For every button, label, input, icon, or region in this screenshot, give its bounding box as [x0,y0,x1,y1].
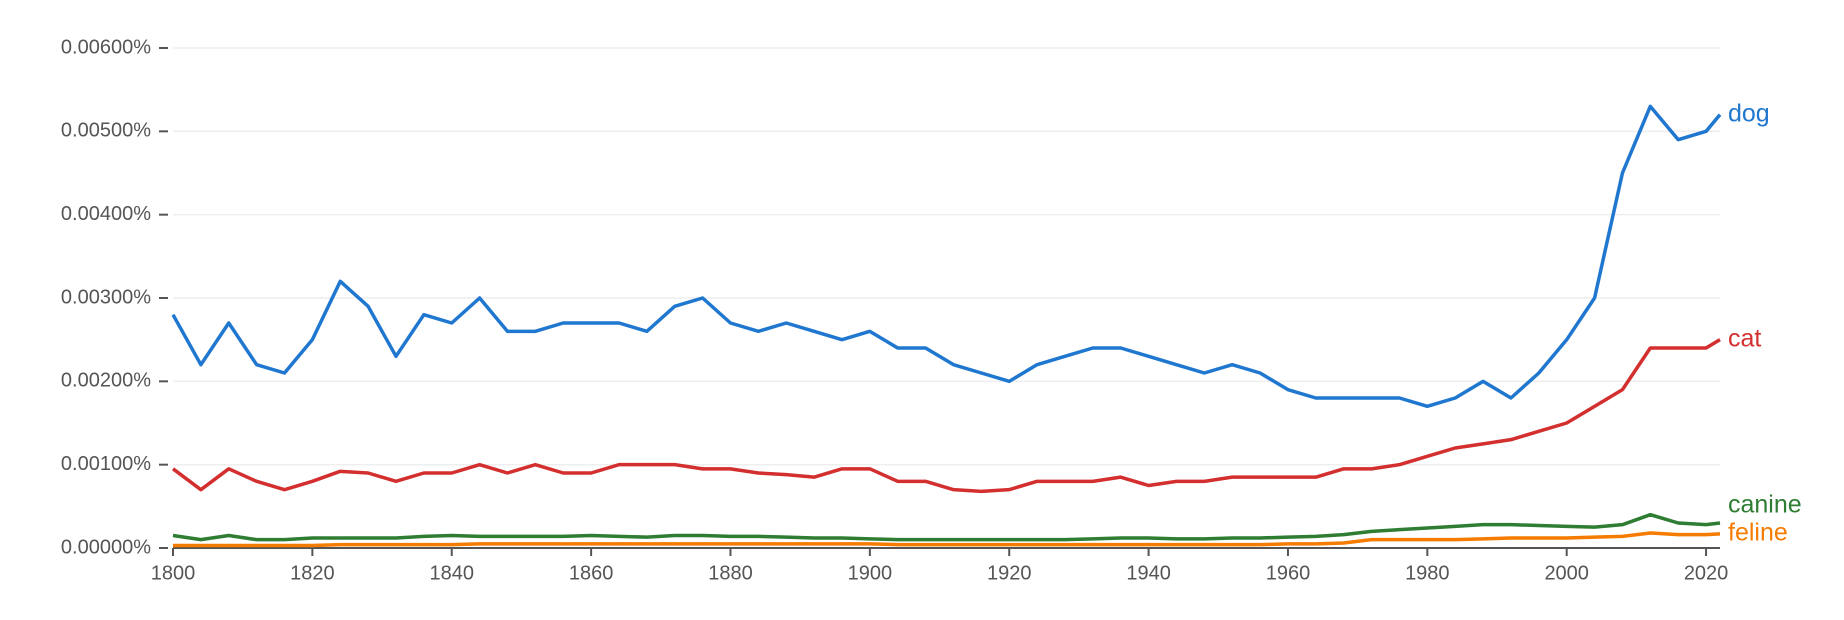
x-tick-label: 1880 [708,562,753,584]
x-tick-label: 1800 [151,562,196,584]
y-tick-label: 0.00200% [61,370,151,392]
series-label: feline [1728,518,1788,546]
series-line [173,531,1721,548]
x-tick-label: 2000 [1544,562,1589,584]
y-tick-label: 0.00000% [61,536,151,558]
series-label: cat [1728,324,1761,352]
x-tick-label: 1940 [1126,562,1171,584]
y-tick-label: 0.00400% [61,203,151,225]
series-line [171,338,1721,494]
series-label: canine [1728,490,1802,518]
y-tick-label: 0.00500% [61,120,151,142]
x-tick-label: 1840 [429,562,474,584]
series-line [171,104,1722,409]
x-tick-label: 1920 [987,562,1032,584]
x-tick-label: 1860 [569,562,614,584]
x-tick-label: 1980 [1405,562,1450,584]
y-tick-label: 0.00100% [61,453,151,475]
y-tick-label: 0.00300% [61,286,151,308]
x-tick-label: 1820 [290,562,335,584]
y-tick-label: 0.00600% [61,36,151,58]
x-tick-label: 1900 [848,562,893,584]
series-label: dog [1728,99,1770,127]
x-tick-label: 1960 [1266,562,1311,584]
x-tick-label: 2020 [1684,562,1729,584]
series-line [172,512,1721,542]
